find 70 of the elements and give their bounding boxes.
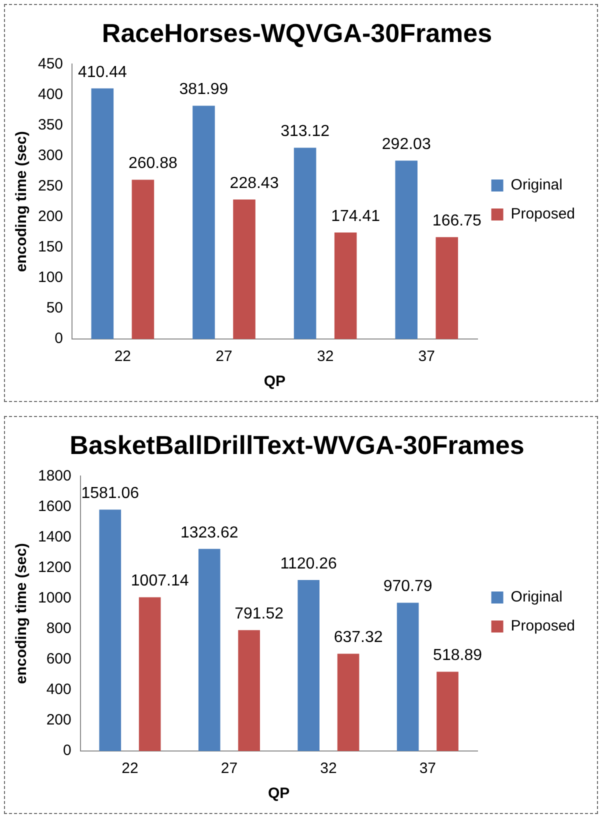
x-tick-label: 22: [114, 348, 132, 366]
data-label: 1581.06: [81, 485, 140, 502]
data-label: 381.99: [179, 81, 228, 98]
bar: [132, 180, 154, 339]
bar: [334, 232, 357, 339]
y-tick-label: 1800: [38, 467, 72, 484]
bar: [337, 654, 360, 751]
x-axis-title: QP: [268, 785, 290, 802]
bar: [91, 88, 114, 339]
x-tick-label: 37: [419, 760, 436, 778]
bar: [192, 106, 215, 339]
y-tick-label: 0: [54, 330, 64, 348]
data-label: 637.32: [334, 629, 383, 646]
data-label: 970.79: [383, 578, 432, 596]
data-label: 228.43: [230, 174, 279, 192]
data-label: 260.88: [128, 155, 178, 172]
legend-label: Proposed: [510, 618, 576, 635]
y-tick-label: 250: [38, 177, 64, 194]
data-label: 410.44: [78, 64, 127, 81]
legend-label: Original: [510, 588, 562, 606]
bar: [294, 148, 316, 339]
y-tick-label: 600: [46, 650, 72, 668]
y-tick-label: 450: [38, 55, 64, 72]
data-label: 174.41: [331, 208, 380, 225]
bar: [298, 580, 320, 751]
y-tick-label: 300: [38, 146, 64, 164]
y-tick-label: 100: [38, 269, 64, 286]
x-tick-label: 32: [316, 348, 334, 366]
y-tick-label: 200: [38, 208, 64, 226]
y-tick-label: 350: [38, 116, 64, 134]
chart-title: BasketBallDrillText-WVGA-30Frames: [70, 430, 524, 460]
y-tick-label: 1000: [38, 589, 72, 606]
y-tick-label: 400: [46, 681, 72, 698]
x-tick-label: 32: [320, 760, 337, 778]
y-tick-label: 50: [46, 300, 64, 317]
bar: [233, 200, 256, 339]
bar: [198, 548, 220, 751]
data-label: 313.12: [280, 123, 330, 140]
data-label: 1323.62: [180, 524, 238, 542]
data-label: 1007.14: [130, 572, 189, 590]
y-tick-label: 200: [46, 712, 72, 729]
bar: [99, 510, 122, 751]
legend-label: Proposed: [510, 206, 576, 223]
data-label: 166.75: [432, 212, 482, 230]
x-tick-label: 27: [220, 760, 238, 778]
legend-label: Original: [510, 176, 562, 194]
data-label: 292.03: [382, 136, 431, 154]
y-axis-title: encoding time (sec): [13, 131, 30, 272]
data-label: 1120.26: [280, 555, 338, 572]
y-tick-label: 150: [38, 238, 64, 256]
y-tick-label: 0: [63, 742, 72, 760]
bar: [436, 672, 458, 751]
bar: [396, 602, 419, 751]
y-axis-title: encoding time (sec): [13, 543, 30, 684]
x-tick-label: 22: [122, 760, 138, 778]
bar: [436, 237, 458, 339]
chart-title: RaceHorses-WQVGA-30Frames: [102, 18, 492, 48]
bar: [395, 160, 418, 339]
data-label: 791.52: [234, 606, 284, 623]
y-tick-label: 400: [38, 86, 64, 103]
bar: [238, 630, 260, 751]
x-axis-title: QP: [264, 373, 286, 390]
data-label: 518.89: [433, 647, 482, 664]
x-tick-label: 37: [418, 348, 435, 366]
y-tick-label: 1400: [38, 528, 72, 546]
bar: [138, 597, 161, 751]
y-tick-label: 1200: [38, 558, 72, 576]
y-tick-label: 800: [46, 620, 72, 638]
y-tick-label: 1600: [38, 498, 72, 515]
x-tick-label: 27: [216, 348, 232, 366]
